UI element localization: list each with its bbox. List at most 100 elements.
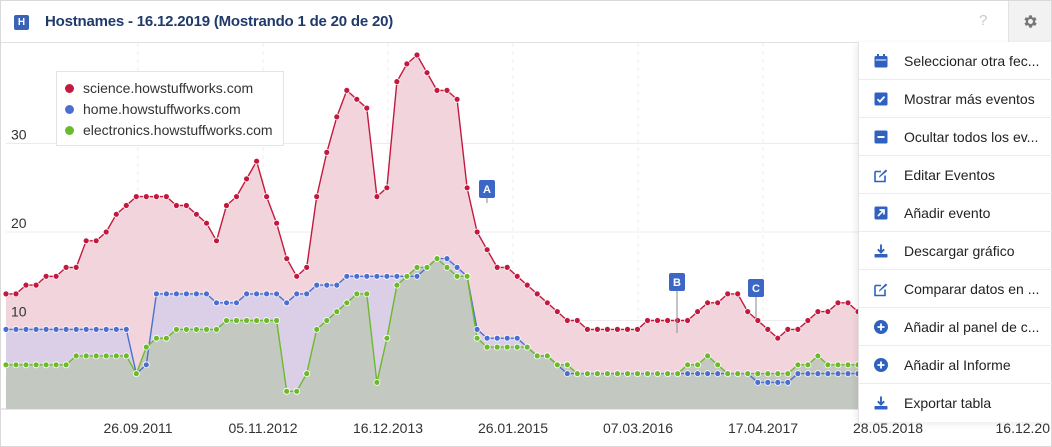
- data-point[interactable]: [192, 210, 200, 218]
- data-point[interactable]: [62, 263, 70, 271]
- data-point[interactable]: [573, 317, 581, 324]
- data-point[interactable]: [513, 343, 521, 351]
- data-point[interactable]: [373, 193, 381, 201]
- data-point[interactable]: [343, 272, 351, 280]
- data-point[interactable]: [543, 352, 551, 360]
- data-point[interactable]: [433, 87, 441, 94]
- data-point[interactable]: [363, 272, 371, 280]
- data-point[interactable]: [774, 334, 782, 342]
- data-point[interactable]: [413, 263, 421, 271]
- data-point[interactable]: [112, 210, 120, 218]
- data-point[interactable]: [443, 87, 451, 94]
- help-icon[interactable]: ?: [979, 12, 988, 29]
- data-point[interactable]: [283, 387, 291, 395]
- data-point[interactable]: [243, 175, 251, 183]
- data-point[interactable]: [744, 308, 752, 316]
- data-point[interactable]: [273, 290, 281, 298]
- data-point[interactable]: [42, 361, 50, 369]
- data-point[interactable]: [493, 263, 501, 271]
- data-point[interactable]: [142, 193, 150, 201]
- data-point[interactable]: [393, 281, 401, 289]
- data-point[interactable]: [563, 317, 571, 324]
- data-point[interactable]: [293, 387, 301, 395]
- data-point[interactable]: [423, 69, 431, 77]
- data-point[interactable]: [634, 370, 641, 378]
- data-point[interactable]: [724, 370, 732, 378]
- data-point[interactable]: [453, 95, 461, 103]
- data-point[interactable]: [52, 272, 60, 280]
- event-marker[interactable]: [748, 279, 764, 297]
- data-point[interactable]: [12, 290, 20, 298]
- data-point[interactable]: [343, 87, 351, 94]
- data-point[interactable]: [784, 370, 792, 378]
- data-point[interactable]: [443, 263, 451, 271]
- menu-item-compare-data[interactable]: Comparar datos en ...: [859, 270, 1052, 308]
- data-point[interactable]: [373, 378, 381, 386]
- data-point[interactable]: [152, 290, 160, 298]
- data-point[interactable]: [694, 370, 701, 378]
- data-point[interactable]: [754, 317, 762, 324]
- data-point[interactable]: [804, 361, 812, 369]
- data-point[interactable]: [72, 352, 80, 360]
- data-point[interactable]: [122, 202, 130, 209]
- data-point[interactable]: [453, 272, 461, 280]
- data-point[interactable]: [694, 361, 701, 369]
- settings-button[interactable]: [1008, 1, 1051, 43]
- data-point[interactable]: [533, 352, 541, 360]
- legend-item-science[interactable]: science.howstuffworks.com: [65, 80, 253, 98]
- data-point[interactable]: [293, 290, 301, 298]
- data-point[interactable]: [513, 272, 521, 280]
- data-point[interactable]: [152, 193, 160, 201]
- data-point[interactable]: [654, 370, 661, 378]
- data-point[interactable]: [393, 272, 401, 280]
- data-point[interactable]: [162, 193, 170, 201]
- data-point[interactable]: [12, 361, 20, 369]
- data-point[interactable]: [283, 299, 291, 307]
- menu-item-hide-all-events[interactable]: Ocultar todos los ev...: [859, 118, 1052, 156]
- data-point[interactable]: [343, 299, 351, 307]
- data-point[interactable]: [774, 370, 782, 378]
- data-point[interactable]: [32, 361, 40, 369]
- data-point[interactable]: [233, 299, 240, 307]
- data-point[interactable]: [563, 370, 571, 378]
- data-point[interactable]: [2, 325, 10, 333]
- data-point[interactable]: [413, 272, 421, 280]
- data-point[interactable]: [243, 290, 251, 298]
- data-point[interactable]: [553, 308, 561, 316]
- data-point[interactable]: [42, 272, 50, 280]
- data-point[interactable]: [62, 325, 70, 333]
- data-point[interactable]: [162, 290, 170, 298]
- data-point[interactable]: [122, 352, 130, 360]
- data-point[interactable]: [794, 361, 802, 369]
- data-point[interactable]: [172, 290, 180, 298]
- data-point[interactable]: [664, 317, 671, 324]
- data-point[interactable]: [102, 228, 110, 236]
- data-point[interactable]: [132, 370, 140, 378]
- data-point[interactable]: [213, 299, 220, 307]
- data-point[interactable]: [433, 255, 441, 263]
- data-point[interactable]: [32, 281, 40, 289]
- data-point[interactable]: [82, 325, 90, 333]
- data-point[interactable]: [754, 378, 762, 386]
- data-point[interactable]: [203, 290, 210, 298]
- menu-item-add-to-dashboard[interactable]: Añadir al panel de c...: [859, 308, 1052, 346]
- data-point[interactable]: [223, 202, 230, 209]
- data-point[interactable]: [303, 290, 311, 298]
- data-point[interactable]: [182, 325, 190, 333]
- data-point[interactable]: [824, 308, 832, 316]
- data-point[interactable]: [483, 334, 491, 342]
- data-point[interactable]: [233, 193, 240, 201]
- data-point[interactable]: [293, 272, 301, 280]
- data-point[interactable]: [253, 157, 261, 165]
- data-point[interactable]: [323, 281, 331, 289]
- data-point[interactable]: [213, 237, 220, 245]
- menu-item-add-to-report[interactable]: Añadir al Informe: [859, 346, 1052, 384]
- data-point[interactable]: [353, 95, 361, 103]
- data-point[interactable]: [22, 281, 30, 289]
- data-point[interactable]: [553, 361, 561, 369]
- data-point[interactable]: [243, 317, 251, 324]
- data-point[interactable]: [383, 272, 391, 280]
- menu-item-add-event[interactable]: Añadir evento: [859, 194, 1052, 232]
- data-point[interactable]: [223, 299, 230, 307]
- data-point[interactable]: [2, 361, 10, 369]
